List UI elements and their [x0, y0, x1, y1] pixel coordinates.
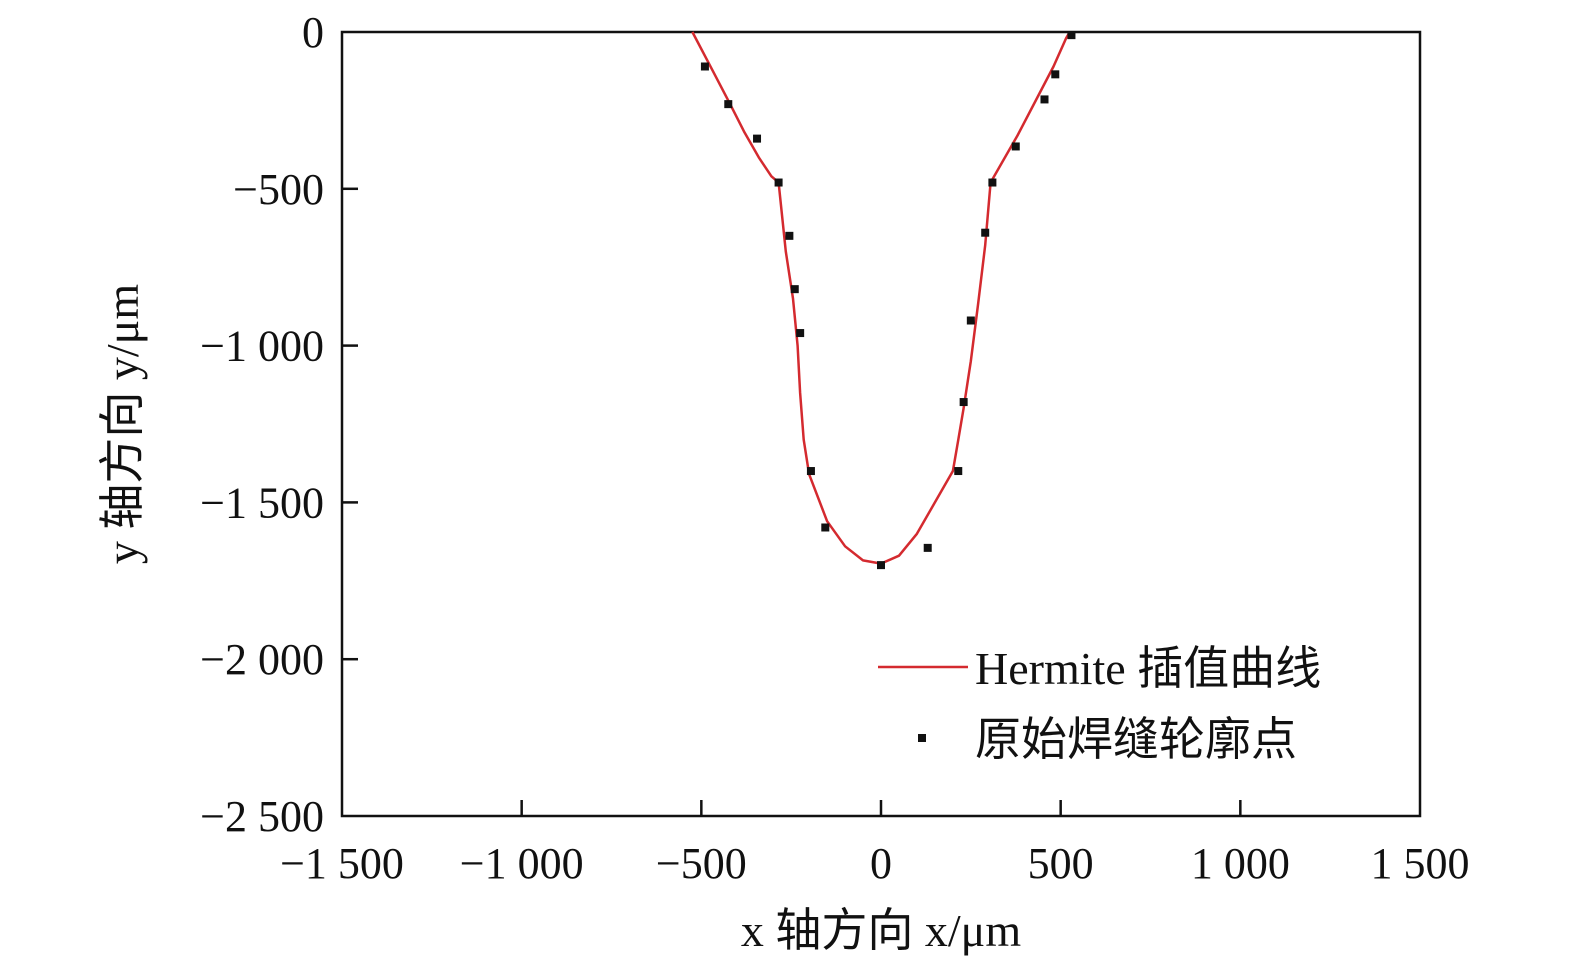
profile-point	[1051, 70, 1060, 79]
legend: Hermite 插值曲线 原始焊缝轮廓点	[878, 643, 1321, 765]
profile-point	[753, 134, 762, 143]
y-axis-label: y 轴方向 y/μm	[97, 284, 148, 564]
x-axis-label: x 轴方向 x/μm	[741, 905, 1021, 956]
legend-label-points: 原始焊缝轮廓点	[975, 714, 1297, 765]
x-axis: −1 500 −1 000 −500 0 500 1 000 1 500	[280, 800, 1470, 888]
profile-point	[796, 329, 805, 338]
profile-point	[724, 100, 733, 109]
x-tick-label: −1 500	[280, 839, 404, 888]
profile-point	[790, 285, 799, 294]
y-tick-label: −1 000	[200, 322, 324, 371]
profile-point	[966, 316, 975, 325]
profile-point	[981, 228, 990, 237]
profile-point	[954, 467, 963, 476]
x-tick-label: −500	[656, 839, 747, 888]
y-axis: 0 −500 −1 000 −1 500 −2 000 −2 500	[200, 8, 358, 841]
profile-point	[1011, 142, 1020, 151]
profile-point	[1040, 95, 1049, 104]
profile-point	[923, 543, 932, 552]
profile-point	[774, 178, 783, 187]
profile-point	[806, 467, 815, 476]
y-tick-label: −2 000	[200, 635, 324, 684]
y-tick-label: 0	[302, 8, 324, 57]
y-tick-label: −2 500	[200, 792, 324, 841]
legend-label-line: Hermite 插值曲线	[975, 643, 1321, 694]
x-tick-label: 0	[870, 839, 892, 888]
hermite-curve-line	[691, 31, 1071, 565]
plot-frame	[340, 30, 1422, 818]
y-tick-label: −1 500	[200, 478, 324, 527]
profile-point	[785, 231, 794, 240]
profile-point	[877, 561, 885, 570]
x-tick-label: −1 000	[460, 839, 584, 888]
series-layer	[691, 31, 1076, 570]
x-tick-label: 1 500	[1371, 839, 1470, 888]
profile-point	[700, 62, 709, 71]
y-tick-label: −500	[233, 165, 324, 214]
legend-marker-swatch	[918, 734, 926, 742]
x-tick-label: 1 000	[1191, 839, 1290, 888]
x-tick-label: 500	[1028, 839, 1094, 888]
profile-point	[988, 178, 997, 187]
profile-point	[959, 398, 968, 407]
profile-point	[1067, 31, 1076, 40]
profile-point	[821, 523, 830, 532]
